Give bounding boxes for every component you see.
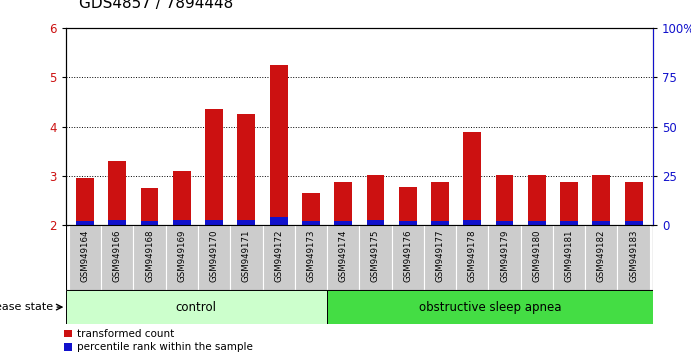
Bar xyxy=(238,220,255,225)
Text: GSM949166: GSM949166 xyxy=(113,230,122,282)
Bar xyxy=(66,290,327,324)
Text: GSM949170: GSM949170 xyxy=(209,230,218,282)
Text: GDS4857 / 7894448: GDS4857 / 7894448 xyxy=(79,0,234,11)
Bar xyxy=(618,225,650,290)
Bar xyxy=(69,225,101,290)
Bar xyxy=(367,175,384,225)
Bar xyxy=(334,182,352,225)
Text: GSM949183: GSM949183 xyxy=(629,230,638,282)
Bar xyxy=(560,182,578,225)
Bar xyxy=(302,221,320,225)
Bar xyxy=(198,225,230,290)
Bar xyxy=(173,220,191,225)
Bar xyxy=(553,225,585,290)
Bar xyxy=(263,225,295,290)
Text: GSM949171: GSM949171 xyxy=(242,230,251,282)
Bar xyxy=(489,225,521,290)
Bar xyxy=(528,221,546,225)
Bar xyxy=(495,175,513,225)
Text: GSM949176: GSM949176 xyxy=(404,230,413,282)
Bar xyxy=(431,182,449,225)
Bar xyxy=(625,221,643,225)
Bar xyxy=(205,220,223,225)
Bar xyxy=(521,225,553,290)
Bar xyxy=(133,225,166,290)
Bar xyxy=(76,178,94,225)
Bar xyxy=(141,221,158,225)
Bar xyxy=(141,188,158,225)
Bar xyxy=(334,221,352,225)
Text: GSM949169: GSM949169 xyxy=(178,230,187,282)
Text: GSM949173: GSM949173 xyxy=(306,230,315,282)
Bar xyxy=(399,187,417,225)
Bar xyxy=(101,225,133,290)
Text: GSM949179: GSM949179 xyxy=(500,230,509,282)
Bar xyxy=(302,193,320,225)
Bar xyxy=(464,132,481,225)
Legend: transformed count, percentile rank within the sample: transformed count, percentile rank withi… xyxy=(64,329,254,352)
Text: GSM949164: GSM949164 xyxy=(81,230,90,282)
Bar xyxy=(327,290,653,324)
Bar xyxy=(625,182,643,225)
Bar xyxy=(560,221,578,225)
Bar xyxy=(205,109,223,225)
Bar xyxy=(166,225,198,290)
Bar xyxy=(295,225,327,290)
Bar xyxy=(431,221,449,225)
Bar xyxy=(359,225,392,290)
Bar xyxy=(230,225,263,290)
Bar xyxy=(424,225,456,290)
Bar xyxy=(269,65,287,225)
Bar xyxy=(456,225,489,290)
Bar xyxy=(269,217,287,225)
Bar xyxy=(238,114,255,225)
Text: disease state: disease state xyxy=(0,302,53,312)
Bar xyxy=(108,161,126,225)
Text: control: control xyxy=(176,301,217,314)
Bar xyxy=(108,220,126,225)
Bar xyxy=(392,225,424,290)
Bar xyxy=(495,221,513,225)
Text: GSM949175: GSM949175 xyxy=(371,230,380,282)
Text: GSM949172: GSM949172 xyxy=(274,230,283,282)
Text: obstructive sleep apnea: obstructive sleep apnea xyxy=(419,301,561,314)
Text: GSM949168: GSM949168 xyxy=(145,230,154,282)
Bar xyxy=(585,225,618,290)
Bar xyxy=(327,225,359,290)
Text: GSM949177: GSM949177 xyxy=(435,230,444,282)
Bar xyxy=(367,220,384,225)
Bar xyxy=(399,221,417,225)
Bar xyxy=(592,175,610,225)
Bar xyxy=(592,221,610,225)
Text: GSM949182: GSM949182 xyxy=(597,230,606,282)
Text: GSM949180: GSM949180 xyxy=(532,230,541,282)
Text: GSM949181: GSM949181 xyxy=(565,230,574,282)
Bar xyxy=(528,175,546,225)
Text: GSM949174: GSM949174 xyxy=(339,230,348,282)
Text: GSM949178: GSM949178 xyxy=(468,230,477,282)
Bar xyxy=(76,221,94,225)
Bar xyxy=(464,220,481,225)
Bar xyxy=(173,171,191,225)
